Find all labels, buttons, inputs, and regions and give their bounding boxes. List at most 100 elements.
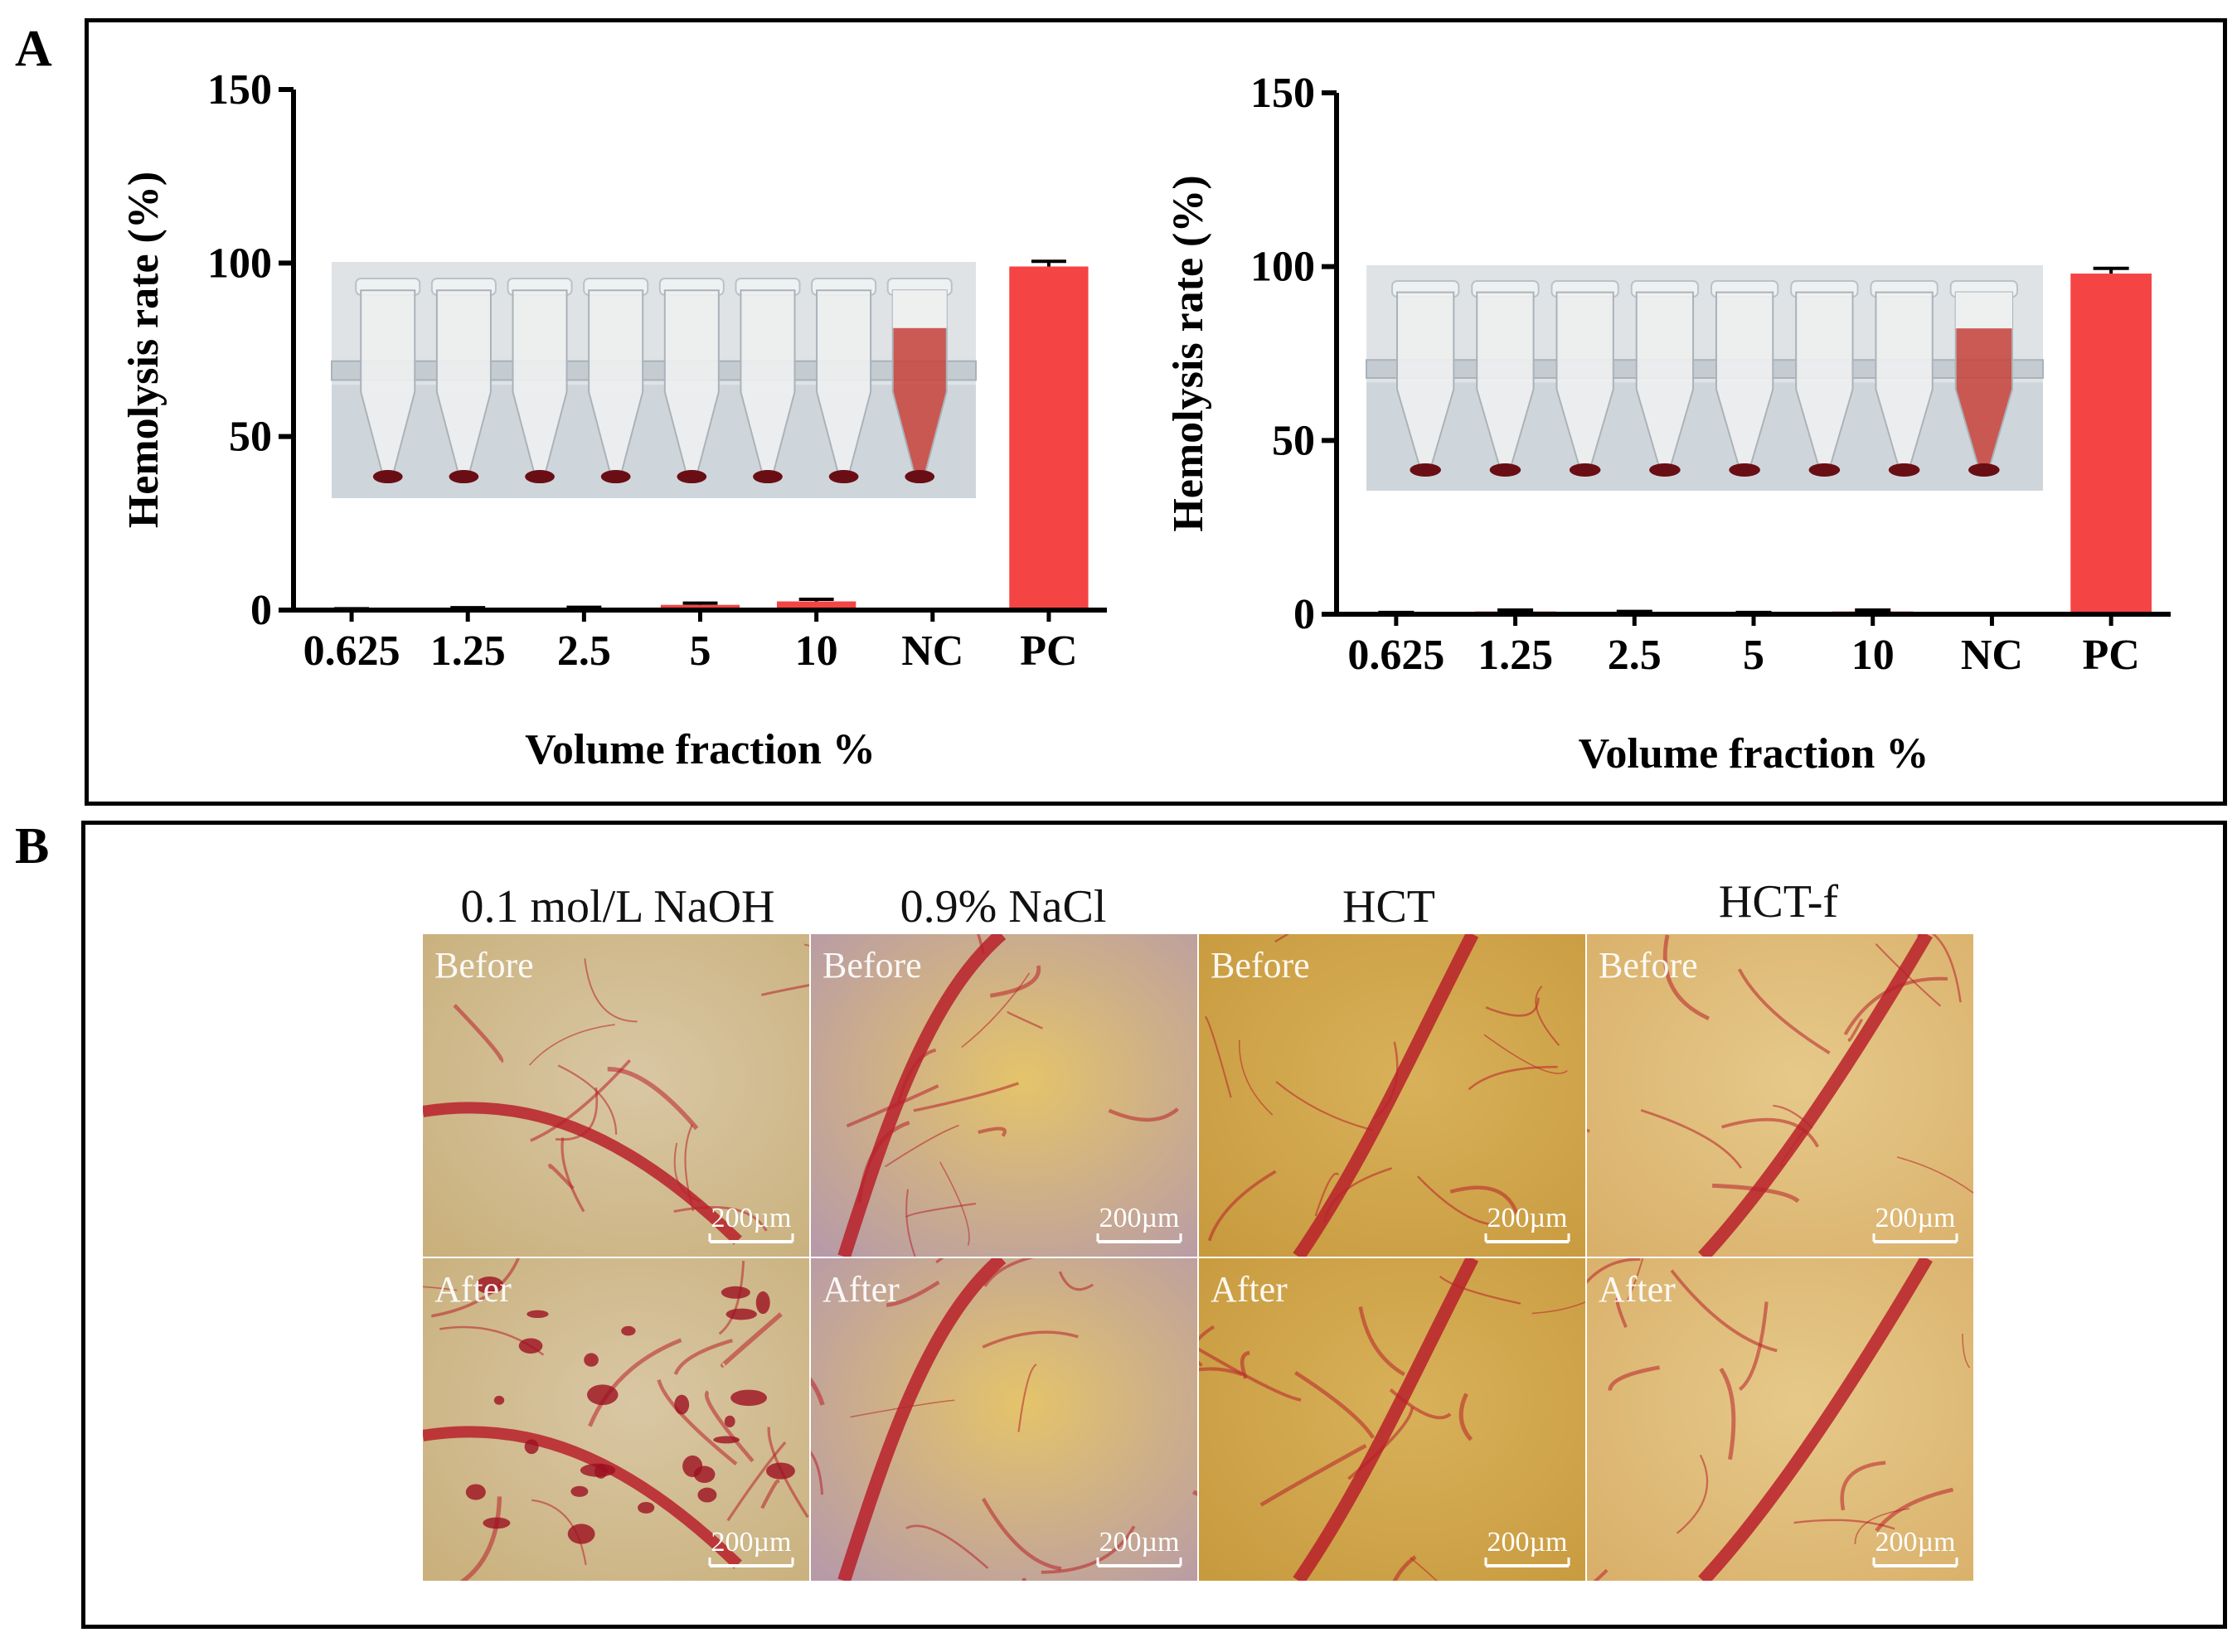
minor-vessel (1773, 1104, 1813, 1129)
rbc-pellet (372, 470, 403, 484)
scale-bar-label: 200µm (1487, 1203, 1567, 1233)
inset-bench (332, 385, 976, 498)
minor-vessel (1840, 1461, 1886, 1511)
major-vessel (1698, 1258, 1933, 1581)
rbc-pellet (828, 470, 859, 484)
minor-vessel (1358, 1306, 1405, 1377)
minor-vessel (1468, 1065, 1558, 1091)
minor-vessel (1017, 1364, 1037, 1432)
column-label-naoh: 0.1 mol/L NaOH (460, 881, 775, 933)
minor-vessel (1626, 1258, 1644, 1301)
minor-vessel (548, 1163, 575, 1190)
minor-vessel (1535, 986, 1560, 1046)
minor-vessel (760, 984, 809, 996)
panel-a-letter: A (15, 21, 52, 77)
minor-vessel (1275, 1081, 1374, 1131)
minor-vessel (1347, 1407, 1415, 1480)
minor-vessel (530, 1059, 632, 1142)
y-tick-label: 150 (1250, 70, 1315, 117)
minor-vessel (1294, 1370, 1376, 1439)
rbc-pellet (1569, 463, 1601, 477)
minor-vessel (1854, 1508, 1910, 1544)
membrane-background (1587, 1258, 1973, 1581)
hemolysis-chart-left: 0 50 100 150 0.625 1.25 2.5 5 10 NC PC Volume fract… (120, 66, 1107, 773)
cam-micrograph: After 200µm (811, 1258, 1197, 1581)
membrane-background (423, 934, 809, 1257)
hemorrhage-spot (713, 1436, 740, 1444)
minor-vessel (811, 1451, 824, 1495)
hemorrhage-spot (524, 1439, 539, 1455)
row-label: Before (434, 945, 534, 986)
x-axis-title: Volume fraction % (1579, 730, 1929, 778)
minor-vessel (1843, 976, 1948, 1036)
row-label: After (434, 1269, 512, 1310)
minor-vessel (1721, 1117, 1819, 1148)
bar-5 (660, 604, 740, 610)
minor-vessel (531, 1499, 587, 1566)
minor-vessel (982, 1330, 1079, 1349)
rbc-pellet (1649, 463, 1681, 477)
rbc-pellet (1808, 463, 1841, 477)
minor-vessel (718, 1261, 745, 1335)
bar-PC (1009, 266, 1089, 610)
minor-vessel (857, 1121, 910, 1204)
hemorrhage-spot (580, 1463, 616, 1477)
minor-vessel (1199, 1367, 1243, 1377)
rbc-pellet (1410, 463, 1441, 477)
scale-bar-label: 200µm (1875, 1203, 1955, 1233)
y-tick-label: 0 (250, 587, 272, 634)
hemorrhage-spot (567, 1524, 595, 1544)
minor-vessel (1410, 1557, 1438, 1581)
cam-micrograph: Before 200µm (1587, 934, 1973, 1257)
minor-vessel (453, 1004, 504, 1063)
hemorrhage-spot (475, 1276, 504, 1294)
minor-vessel (1875, 1487, 1954, 1533)
minor-vessel (1719, 1367, 1736, 1461)
hemolysis-chart-right: 0 50 100 150 0.625 1.25 2.5 5 10 NC PC Volume fract… (1165, 70, 2171, 778)
minor-vessel (1587, 1258, 1641, 1284)
inset-rack (331, 360, 977, 381)
minor-vessel (1593, 1568, 1609, 1581)
minor-vessel (905, 1202, 977, 1218)
column-label-hct-f: HCT-f (1718, 876, 1839, 928)
minor-vessel (850, 1399, 955, 1418)
minor-vessel (423, 1286, 458, 1291)
minor-vessel (1780, 1129, 1806, 1167)
rbc-pellet (525, 470, 555, 484)
minor-vessel (846, 1084, 939, 1128)
minor-vessel (1615, 1296, 1628, 1329)
x-tick-label: 0.625 (303, 627, 400, 675)
minor-vessel (811, 1377, 825, 1406)
minor-vessel (1239, 1039, 1274, 1116)
hemorrhage-spot (755, 1291, 770, 1315)
minor-vessel (1670, 1269, 1778, 1353)
rbc-pellet (677, 470, 707, 484)
x-axis-title: Volume fraction % (525, 726, 876, 773)
minor-vessel (1531, 1301, 1585, 1315)
row-label: After (1599, 1269, 1676, 1310)
minor-vessel (1199, 1347, 1302, 1402)
y-axis-title: Hemolysis rate (%) (1165, 175, 1212, 531)
tube-inset-photo (1366, 265, 2044, 491)
scale-bar-label: 200µm (711, 1527, 791, 1558)
minor-vessel (896, 1048, 937, 1103)
minor-vessel (767, 1427, 809, 1519)
tube-headspace (1955, 292, 2012, 329)
y-tick-label: 50 (229, 414, 272, 461)
minor-vessel (560, 1137, 585, 1213)
minor-vessel (1204, 1015, 1232, 1098)
minor-vessel (1793, 1519, 1895, 1530)
minor-vessel (1896, 1156, 1973, 1194)
bar-10 (776, 601, 856, 610)
bar-PC (2070, 274, 2152, 614)
minor-vessel (961, 972, 1031, 1049)
panel-b-letter: B (15, 818, 50, 874)
minor-vessel (1875, 942, 1942, 1007)
column-label-hct: HCT (1342, 881, 1435, 933)
hemorrhage-spot (526, 1310, 549, 1319)
minor-vessel (977, 934, 986, 955)
minor-vessel (981, 1497, 1062, 1571)
cam-micrograph: Before 200µm (811, 934, 1197, 1257)
x-tick-label: 1.25 (430, 627, 506, 675)
rbc-pellet (753, 470, 783, 484)
